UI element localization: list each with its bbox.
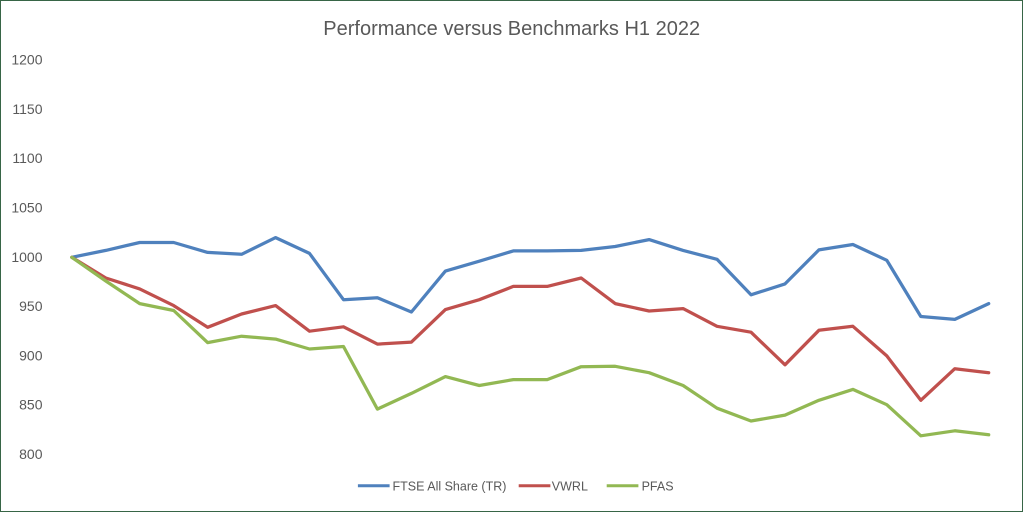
svg-text:1050: 1050 (11, 200, 42, 216)
svg-text:1150: 1150 (12, 101, 42, 117)
svg-text:PFAS: PFAS (642, 479, 674, 493)
svg-text:900: 900 (19, 347, 43, 363)
svg-text:1200: 1200 (11, 52, 42, 68)
svg-text:Performance versus Benchmarks: Performance versus Benchmarks H1 2022 (323, 18, 700, 40)
svg-text:1100: 1100 (12, 150, 42, 166)
svg-text:VWRL: VWRL (552, 479, 588, 493)
svg-text:1000: 1000 (11, 249, 42, 265)
svg-text:800: 800 (19, 446, 43, 462)
svg-text:FTSE All Share (TR): FTSE All Share (TR) (393, 479, 507, 493)
svg-text:950: 950 (19, 298, 43, 314)
svg-text:850: 850 (19, 397, 43, 413)
